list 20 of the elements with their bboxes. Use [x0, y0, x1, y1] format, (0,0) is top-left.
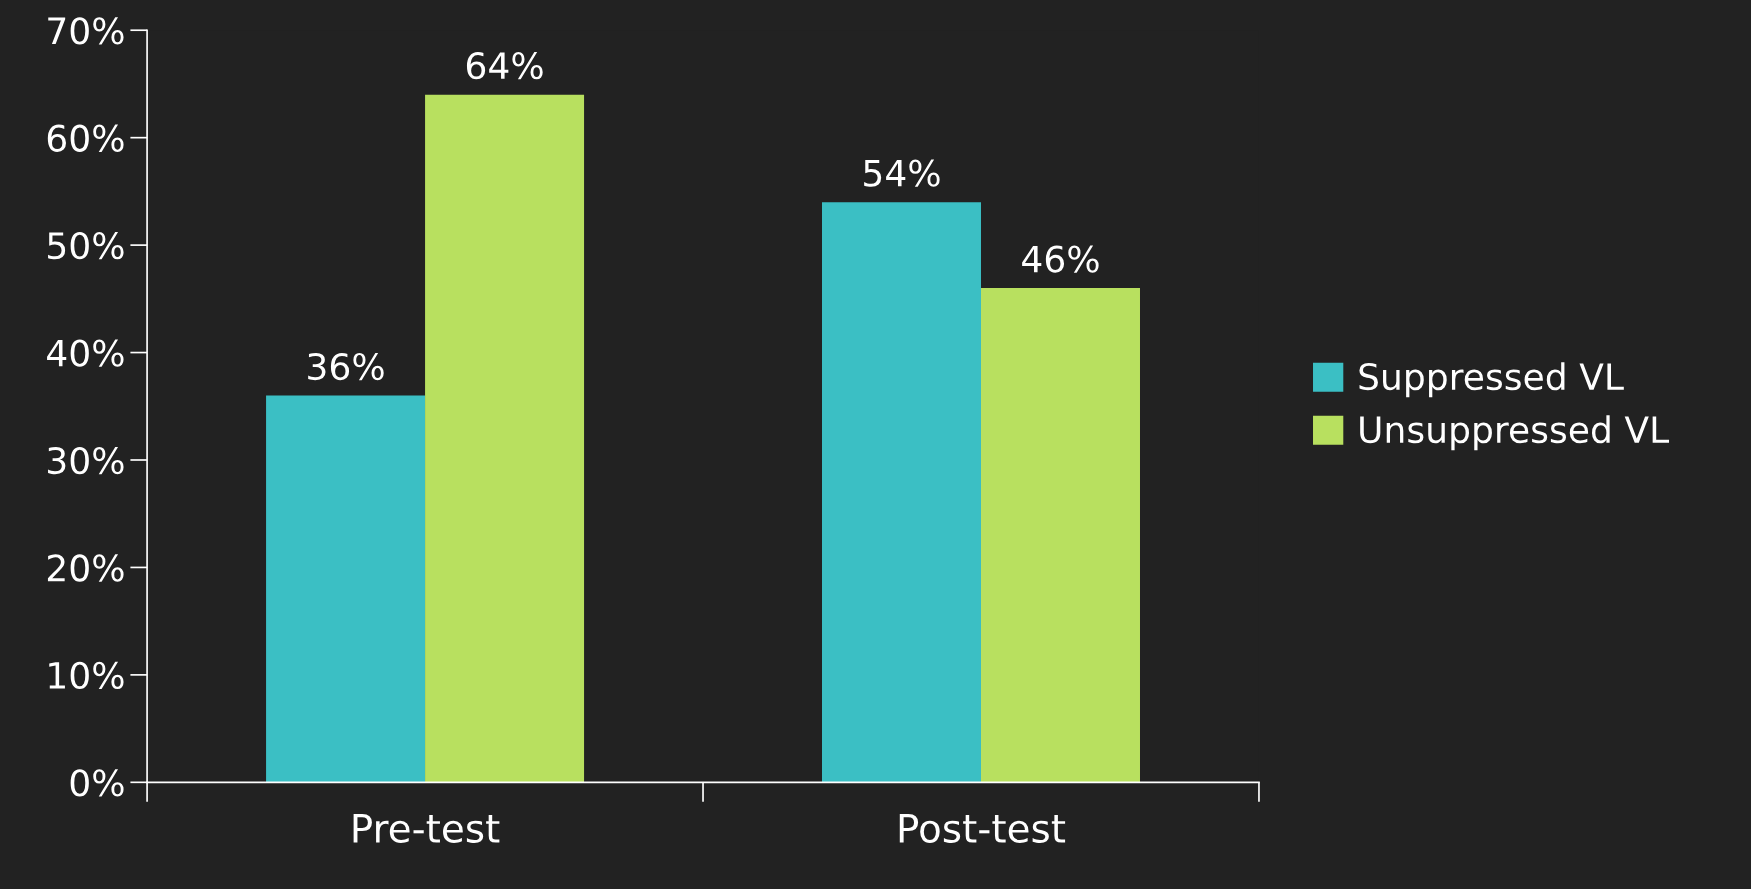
x-tick-label: Post-test — [899, 814, 1066, 843]
y-tick-label: 0% — [70, 769, 124, 797]
bar — [425, 94, 585, 783]
y-tick-label: 30% — [48, 446, 124, 475]
data-label: 46% — [1022, 245, 1099, 273]
data-label: 36% — [308, 352, 384, 381]
legend-label: Suppressed VL — [1359, 362, 1624, 398]
y-tick-label: 20% — [47, 554, 124, 582]
y-tick-label: 50% — [48, 232, 124, 260]
y-tick-label: 70% — [48, 17, 124, 45]
bar — [981, 288, 1140, 783]
bar — [822, 202, 981, 783]
data-label: 54% — [864, 159, 940, 187]
bar — [266, 395, 426, 783]
y-tick-label: 60% — [47, 124, 124, 152]
y-tick-label: 10% — [49, 661, 124, 690]
data-label: 64% — [466, 52, 543, 80]
x-tick-label: Pre-test — [353, 814, 500, 843]
y-tick-label: 40% — [47, 339, 124, 367]
legend-label: Unsuppressed VL — [1360, 415, 1670, 451]
